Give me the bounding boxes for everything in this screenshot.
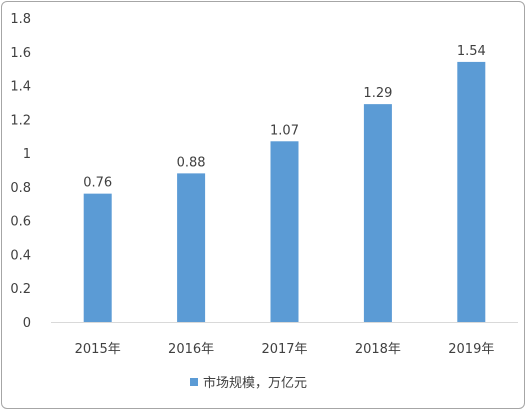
bar [270,141,299,322]
data-label: 0.76 [83,176,112,191]
legend: 市场规模，万亿元 [190,375,307,391]
bar [83,193,112,322]
y-tick-label: 1.2 [10,113,31,128]
x-tick-label: 2016年 [168,342,214,357]
x-axis-ticks: 2015年 2016年 2017年 2018年 2019年 [75,342,495,357]
y-tick-label: 0.6 [10,215,31,230]
bar [177,173,206,322]
bar [363,104,392,322]
y-tick-label: 0.2 [10,282,31,297]
y-tick-label: 1.4 [10,80,31,95]
y-tick-label: 0.8 [10,181,31,196]
x-tick-label: 2018年 [355,342,401,357]
bars [83,61,486,323]
y-tick-label: 0.4 [10,248,31,263]
y-tick-label: 1.6 [10,46,31,61]
y-tick-label: 0 [23,316,31,331]
legend-label: 市场规模，万亿元 [203,375,307,391]
data-label: 1.07 [270,123,299,138]
data-label: 1.54 [457,44,486,59]
y-axis-ticks: 0 0.2 0.4 0.6 0.8 1 1.2 1.4 1.6 1.8 [10,12,31,331]
y-tick-label: 1 [23,147,31,162]
data-label: 0.88 [177,155,206,170]
x-tick-label: 2015年 [75,342,121,357]
y-tick-label: 1.8 [10,12,31,27]
bar [457,61,486,323]
data-label: 1.29 [363,86,392,101]
x-tick-label: 2017年 [261,342,307,357]
x-tick-label: 2019年 [448,342,494,357]
legend-swatch [190,378,198,386]
data-labels: 0.76 0.88 1.07 1.29 1.54 [83,44,486,191]
